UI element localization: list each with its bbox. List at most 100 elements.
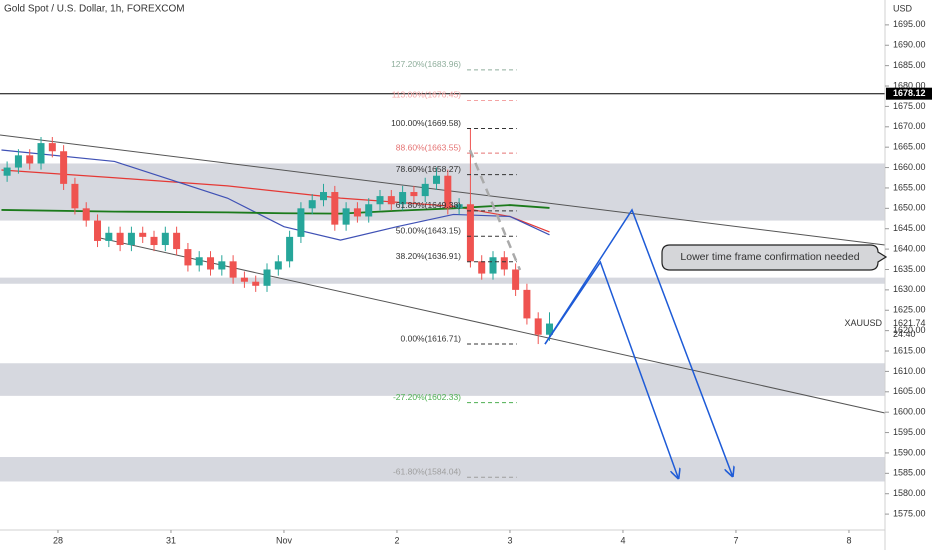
candle-body — [433, 175, 441, 184]
candle-body — [127, 232, 135, 246]
candle-body — [523, 289, 531, 319]
x-tick-label: Nov — [276, 535, 293, 545]
y-tick-label: 1660.00 — [893, 162, 926, 172]
x-tick-label: 28 — [53, 535, 63, 545]
y-tick-label: 1695.00 — [893, 19, 926, 29]
candle-body — [308, 200, 316, 209]
candle-body — [60, 151, 68, 184]
last-price-label: 1621.74 — [893, 318, 926, 328]
candle-body — [376, 196, 384, 205]
candle-body — [37, 143, 45, 164]
countdown-label: 24:40 — [893, 329, 916, 339]
fib-label: 0.00%(1616.71) — [401, 333, 462, 343]
candle-body — [534, 318, 542, 335]
chart-title: Gold Spot / U.S. Dollar, 1h, FOREXCOM — [4, 4, 185, 15]
candle-body — [240, 277, 248, 282]
symbol-label: XAUUSD — [844, 318, 882, 328]
y-tick-label: 1615.00 — [893, 345, 926, 355]
fib-label: 61.80%(1649.38) — [396, 200, 461, 210]
y-tick-label: 1685.00 — [893, 60, 926, 70]
candle-body — [48, 143, 56, 152]
y-tick-label: 1590.00 — [893, 447, 926, 457]
y-tick-label: 1620.00 — [893, 325, 926, 335]
price-line-tag — [886, 87, 932, 100]
candle-body — [184, 249, 192, 266]
y-tick-label: 1605.00 — [893, 386, 926, 396]
trendline — [0, 134, 886, 246]
fib-label: 50.00%(1643.15) — [396, 226, 461, 236]
y-tick-label: 1600.00 — [893, 407, 926, 417]
candle-body — [252, 281, 260, 286]
candle-body — [105, 232, 113, 241]
y-tick-label: 1630.00 — [893, 284, 926, 294]
y-tick-label: 1670.00 — [893, 121, 926, 131]
candle-body — [26, 155, 34, 164]
candle-body — [365, 204, 373, 217]
candle-body — [500, 257, 508, 270]
candle-body — [286, 236, 294, 262]
y-tick-label: 1690.00 — [893, 40, 926, 50]
trendline — [94, 236, 886, 414]
candle-body — [150, 236, 158, 246]
candle-body — [387, 196, 395, 205]
currency-label: USD — [893, 3, 913, 13]
candle-body — [94, 220, 102, 241]
y-tick-label: 1675.00 — [893, 101, 926, 111]
candle-body — [455, 204, 463, 209]
fib-label: -61.80%(1584.04) — [393, 466, 461, 476]
annotation: Lower time frame confirmation needed — [661, 244, 888, 271]
candle-body — [139, 232, 147, 237]
y-tick-label: 1595.00 — [893, 427, 926, 437]
candle-body — [410, 192, 418, 197]
fib-label: 78.60%(1658.27) — [396, 164, 461, 174]
candle-body — [116, 232, 124, 246]
candle-body — [71, 183, 79, 209]
zone — [0, 277, 885, 284]
candle-body — [353, 208, 361, 217]
x-tick-label: 8 — [846, 535, 851, 545]
moving-average — [1, 204, 550, 215]
moving-average — [1, 149, 550, 241]
y-tick-label: 1640.00 — [893, 243, 926, 253]
x-tick-label: 7 — [733, 535, 738, 545]
candle-body — [229, 261, 237, 278]
fib-label: -27.20%(1602.33) — [393, 392, 461, 402]
y-tick-label: 1650.00 — [893, 203, 926, 213]
fib-label: 127.20%(1683.96) — [391, 59, 461, 69]
projection — [544, 208, 733, 476]
y-tick-label: 1575.00 — [893, 508, 926, 518]
candle-body — [466, 204, 474, 262]
candle-body — [218, 261, 226, 270]
y-tick-label: 1625.00 — [893, 305, 926, 315]
moving-average — [1, 169, 550, 233]
candle-body — [399, 192, 407, 205]
y-tick-label: 1665.00 — [893, 142, 926, 152]
plot: 127.20%(1683.96) 113.00%(1676.45) 100.00%(… — [0, 59, 886, 482]
candle-body — [444, 175, 452, 209]
candle-body — [82, 208, 90, 221]
candle-body — [478, 261, 486, 274]
annotation-box — [661, 244, 888, 271]
candle-body — [274, 261, 282, 270]
y-tick-label: 1655.00 — [893, 182, 926, 192]
zone — [0, 457, 885, 482]
x-tick-label: 3 — [507, 535, 512, 545]
candle-body — [14, 155, 22, 168]
zone — [0, 363, 885, 396]
y-tick-label: 1645.00 — [893, 223, 926, 233]
candle-body — [342, 208, 350, 225]
candle-body — [161, 232, 169, 246]
x-tick-label: 2 — [394, 535, 399, 545]
fib-label: 100.00%(1669.58) — [391, 118, 461, 128]
candle-body — [331, 192, 339, 225]
y-tick-label: 1635.00 — [893, 264, 926, 274]
x-tick-label: 4 — [620, 535, 625, 545]
price-line-label: 1678.12 — [893, 88, 926, 98]
candle-body — [173, 232, 181, 250]
candle-body — [546, 323, 554, 335]
candle-body — [263, 269, 271, 286]
candle-body — [207, 257, 215, 270]
y-tick-label: 1585.00 — [893, 468, 926, 478]
candle-body — [297, 208, 305, 237]
